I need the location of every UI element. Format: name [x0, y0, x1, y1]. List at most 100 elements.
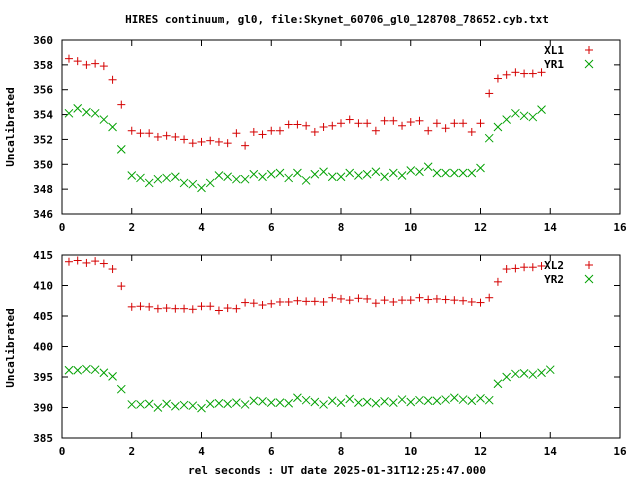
data-point-xl1 — [363, 119, 372, 128]
data-point-xl1 — [214, 137, 223, 146]
x-tick-label: 8 — [338, 445, 345, 458]
x-tick-label: 0 — [59, 221, 66, 234]
data-point-xl2 — [91, 257, 100, 266]
data-point-xl1 — [249, 127, 258, 136]
data-point-xl2 — [249, 299, 258, 308]
data-point-yr2 — [388, 398, 398, 407]
data-point-xl1 — [267, 126, 276, 135]
data-point-yr1 — [528, 112, 538, 122]
data-point-yr1 — [99, 115, 109, 124]
data-point-xl2 — [171, 304, 180, 313]
data-point-xl1 — [345, 115, 354, 124]
data-point-xl2 — [502, 265, 511, 274]
data-point-xl1 — [415, 116, 424, 125]
data-point-xl1 — [302, 121, 311, 130]
legend-marker-xl1 — [585, 46, 593, 54]
x-tick-label: 2 — [128, 221, 135, 234]
bottom-plot-panel: Uncalibrated 0 2 4 6 8 10 12 14 16 385 390 395 400 40… — [4, 249, 627, 458]
data-point-yr1 — [327, 172, 337, 182]
data-point-yr2 — [537, 368, 546, 378]
data-point-xl1 — [258, 130, 267, 139]
data-point-xl1 — [459, 119, 468, 128]
data-point-yr2 — [406, 397, 416, 407]
data-point-yr2 — [511, 369, 520, 379]
data-point-yr2 — [266, 398, 276, 407]
data-point-xl1 — [99, 62, 108, 71]
data-point-yr1 — [406, 166, 416, 175]
data-point-yr2 — [467, 396, 477, 406]
data-point-xl2 — [380, 296, 389, 305]
data-point-yr1 — [493, 122, 503, 132]
data-point-yr1 — [197, 183, 206, 193]
data-point-yr2 — [73, 365, 83, 375]
data-point-yr1 — [179, 178, 189, 188]
data-point-xl2 — [459, 296, 468, 305]
data-point-yr2 — [116, 384, 126, 394]
data-point-yr1 — [458, 168, 468, 178]
data-point-yr1 — [82, 107, 91, 117]
data-point-xl2 — [275, 297, 284, 306]
data-point-yr2 — [136, 400, 145, 409]
data-point-yr1 — [293, 168, 302, 178]
data-point-xl2 — [188, 305, 197, 314]
data-point-yr1 — [275, 168, 285, 178]
data-point-yr1 — [301, 176, 311, 185]
data-point-xl2 — [345, 296, 354, 305]
data-point-xl2 — [162, 304, 171, 313]
data-point-yr1 — [249, 169, 259, 179]
data-point-xl1 — [180, 135, 189, 144]
series-xl2 — [64, 256, 546, 315]
data-point-xl1 — [293, 120, 302, 129]
data-point-yr2 — [275, 398, 285, 407]
data-point-yr2 — [345, 394, 355, 404]
data-point-yr1 — [90, 108, 100, 118]
data-point-yr1 — [354, 171, 363, 180]
data-point-xl1 — [188, 139, 197, 148]
y-tick-label: 356 — [33, 84, 53, 97]
data-point-xl2 — [424, 295, 433, 304]
data-point-yr2 — [214, 398, 224, 408]
x-tick-label: 6 — [268, 221, 275, 234]
data-point-yr2 — [502, 372, 512, 382]
data-point-xl1 — [485, 89, 494, 98]
data-point-xl2 — [415, 293, 424, 302]
data-point-yr2 — [82, 364, 91, 374]
y-tick-label: 405 — [33, 310, 53, 323]
data-point-xl2 — [476, 298, 485, 307]
data-point-xl1 — [232, 129, 241, 138]
data-point-xl2 — [153, 304, 162, 313]
data-point-xl2 — [537, 261, 546, 270]
chart-title: HIRES continuum, gl0, file:Skynet_60706_… — [125, 13, 549, 26]
data-point-yr1 — [116, 145, 126, 154]
data-point-xl2 — [99, 259, 108, 268]
y-tick-label: 348 — [33, 183, 53, 196]
data-point-yr2 — [99, 368, 109, 378]
data-point-yr2 — [108, 372, 117, 381]
data-point-xl2 — [117, 282, 126, 291]
y-tick-label: 385 — [33, 432, 53, 445]
data-point-xl2 — [214, 306, 223, 315]
data-point-xl2 — [136, 302, 145, 311]
y-tick-label: 410 — [33, 280, 53, 293]
data-point-yr2 — [423, 396, 433, 406]
data-point-yr2 — [153, 403, 163, 412]
data-point-yr2 — [397, 395, 407, 404]
data-point-yr2 — [179, 400, 189, 410]
data-point-xl1 — [91, 59, 100, 68]
data-point-xl2 — [511, 264, 520, 273]
x-tick-label: 2 — [128, 445, 135, 458]
x-tick-label: 10 — [404, 221, 417, 234]
data-point-yr1 — [511, 108, 520, 118]
data-point-xl1 — [380, 116, 389, 125]
legend-label-xl2: XL2 — [544, 259, 564, 272]
data-point-yr1 — [232, 174, 241, 184]
data-point-yr2 — [64, 365, 74, 375]
data-point-xl1 — [117, 100, 126, 109]
data-point-yr1 — [127, 171, 137, 180]
data-point-yr2 — [223, 399, 233, 409]
top-plot-panel: Uncalibrated 0 2 4 6 8 10 12 14 16 346 348 350 352 35… — [4, 34, 627, 234]
data-point-xl2 — [354, 294, 363, 303]
data-point-xl2 — [258, 301, 267, 310]
data-point-xl2 — [82, 258, 91, 267]
